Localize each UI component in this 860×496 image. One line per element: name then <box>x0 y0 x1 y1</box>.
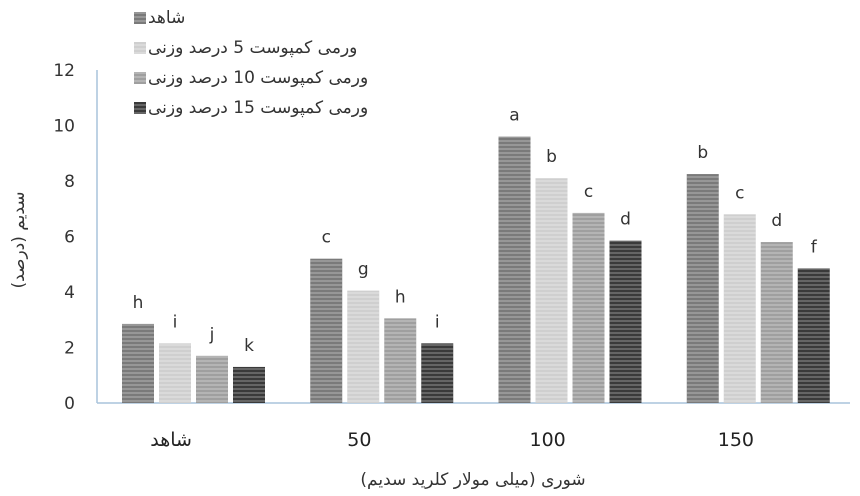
y-tick-label: 6 <box>64 228 75 248</box>
y-tick-label: 10 <box>53 117 75 137</box>
x-axis-title: شوری (میلی مولار کلرید سدیم) <box>360 470 585 490</box>
bar <box>196 355 228 403</box>
bar <box>723 214 756 403</box>
y-tick-label: 12 <box>53 61 75 81</box>
bar-data-label: d <box>620 210 631 230</box>
legend-item: ورمی کمپوست 15 درصد وزنی <box>134 98 368 118</box>
legend-item: ورمی کمپوست 5 درصد وزنی <box>134 38 357 58</box>
bar-data-label: k <box>244 336 254 356</box>
legend-item: شاهد <box>134 8 185 28</box>
legend-label: شاهد <box>148 8 185 28</box>
bar-data-label: b <box>697 143 708 163</box>
bar-data-label: i <box>173 312 178 332</box>
bar <box>421 343 454 403</box>
bar <box>797 268 830 403</box>
bar-data-label: j <box>209 325 215 345</box>
x-tick-label: 100 <box>529 429 565 451</box>
bar-data-label: c <box>584 182 593 202</box>
bar-data-label: c <box>322 228 331 248</box>
bar <box>122 323 154 403</box>
y-tick-label: 4 <box>64 283 75 303</box>
legend-label: ورمی کمپوست 15 درصد وزنی <box>148 98 368 118</box>
bar <box>686 174 719 403</box>
x-tick-label: 150 <box>718 429 754 451</box>
legend-label: ورمی کمپوست 10 درصد وزنی <box>148 68 368 88</box>
bar-data-label: g <box>358 260 369 280</box>
bar-data-label: c <box>735 183 744 203</box>
legend: شاهد ورمی کمپوست 5 درصد وزنی ورمی کمپوست 1… <box>134 8 368 118</box>
bar <box>498 136 531 403</box>
bar-data-label: f <box>811 237 818 257</box>
bar <box>535 178 568 403</box>
y-axis-title: سدیم (درصد) <box>9 191 29 288</box>
bar-data-label: d <box>771 211 782 231</box>
legend-label: ورمی کمپوست 5 درصد وزنی <box>148 38 357 58</box>
bar <box>233 366 265 403</box>
bar-data-label: b <box>546 147 557 167</box>
y-tick-label: 0 <box>64 394 75 414</box>
bar-data-label: i <box>435 312 440 332</box>
bar <box>609 240 642 403</box>
bar-data-label: h <box>133 293 144 313</box>
bar-data-label: a <box>509 106 519 126</box>
bar <box>310 258 343 403</box>
legend-item: ورمی کمپوست 10 درصد وزنی <box>134 68 368 88</box>
bar-data-label: h <box>395 287 406 307</box>
y-tick-label: 8 <box>64 172 75 192</box>
bar <box>760 242 793 403</box>
bar <box>572 212 605 403</box>
bar <box>347 290 380 403</box>
x-tick-label: 50 <box>347 429 371 451</box>
x-tick-label: شاهد <box>150 429 192 451</box>
y-tick-label: 2 <box>64 339 75 359</box>
bar <box>159 343 191 403</box>
bar <box>384 318 417 403</box>
